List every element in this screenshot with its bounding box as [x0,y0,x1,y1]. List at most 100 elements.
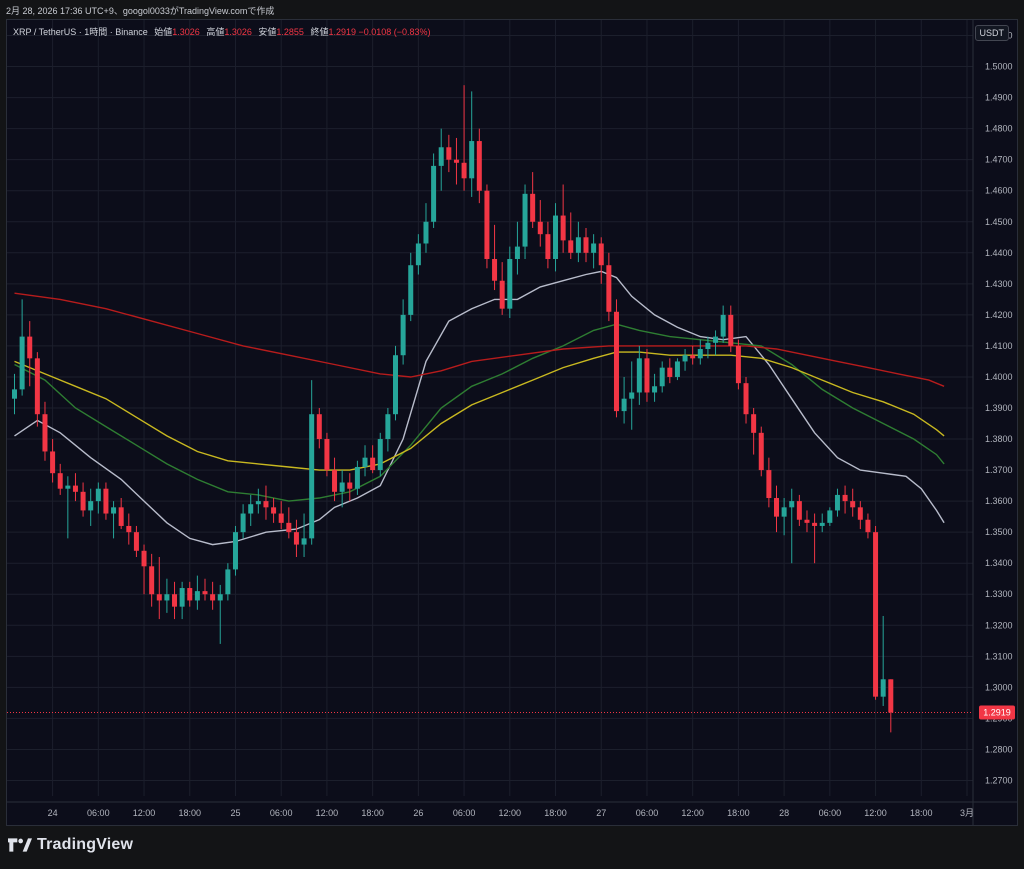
candle [522,184,528,260]
candle-body [286,522,292,533]
candle-body [453,159,459,163]
candle-body [202,591,208,595]
close-label: 終値 [310,27,329,37]
candle-body [255,501,261,505]
symbol-info[interactable]: XRP / TetherUS · 1時間 · Binance [13,27,148,37]
chart-background [7,20,1017,825]
chart-frame[interactable]: 1.27001.28001.29001.30001.31001.32001.33… [6,19,1018,826]
candle [560,184,566,253]
candle [514,221,520,275]
candle-body [339,482,345,492]
candle-body [385,414,391,440]
candle-body [309,414,315,539]
candle [644,349,650,402]
candle-body [42,414,48,452]
candle-body [324,439,330,471]
candle-body [735,345,741,384]
candle [507,246,513,318]
candle-body [705,342,711,350]
candle [812,513,818,564]
price-tick-label: 1.3000 [985,682,1013,692]
price-tick-label: 1.4600 [985,186,1013,196]
candle-body [172,594,178,607]
candle-body [857,507,863,520]
candle-body [537,221,543,235]
candle [194,575,200,610]
candle-body [667,367,673,377]
candle [240,504,246,539]
candle [393,345,398,421]
candle-body [507,259,513,309]
candle [827,507,833,526]
candle-body [469,141,475,179]
candle [453,137,459,185]
candle-body [476,141,482,191]
candle [286,507,292,539]
candle-body [720,314,726,337]
time-tick-label: 18:00 [361,808,384,818]
candle-body [438,147,444,166]
candle [111,501,117,539]
candle [133,525,139,557]
candlestick-chart[interactable]: 1.27001.28001.29001.30001.31001.32001.33… [7,20,1017,825]
currency-button[interactable]: USDT [974,25,1009,41]
candle-body [179,588,185,607]
candle-body [400,314,406,356]
price-tick-label: 1.4100 [985,341,1013,351]
candle-body [118,507,124,526]
candle-body [225,569,231,595]
candle [713,330,719,356]
time-tick-label: 12:00 [133,808,156,818]
candle-body [743,383,749,415]
candle [728,305,734,353]
candle [819,513,825,533]
candle [674,358,680,381]
candle-body [149,566,155,595]
candle [652,373,658,402]
candle-body [697,349,703,359]
candle-body [819,522,825,526]
candle [95,482,101,514]
change-value: −0.0108 (−0.83%) [358,27,431,37]
candle-body [522,193,528,247]
candle-body [278,513,284,523]
price-tick-label: 1.5000 [985,62,1013,72]
candle [415,234,421,275]
candle [705,336,711,359]
last-price-tag [979,705,1015,720]
candle-body [370,457,376,471]
candle-body [888,679,894,713]
candle-body [812,522,818,526]
candle-body [332,470,338,492]
candle [316,408,322,449]
candle [880,615,886,706]
candle-body [19,336,25,390]
price-tick-label: 1.4400 [985,248,1013,258]
candle-body [423,221,429,244]
symbol-legend: XRP / TetherUS · 1時間 · Binance 始値1.3026 … [13,25,431,38]
candle [423,203,429,253]
candle [659,361,665,393]
candle-body [95,488,101,502]
last-price-label: 1.2919 [983,708,1011,718]
candle [103,482,109,520]
candle [34,352,40,427]
candle [583,227,589,263]
candle-body [591,243,597,253]
candle-body [362,457,368,467]
candle-body [210,594,216,601]
tradingview-logo[interactable]: TradingView [8,836,133,854]
candle-body [446,147,452,160]
price-tick-label: 1.3700 [985,465,1013,475]
candle [385,408,391,452]
candle-body [629,392,635,399]
candle-body [50,451,56,474]
candle [690,345,696,365]
candle [789,488,795,564]
candle-body [865,519,871,533]
price-tick-label: 1.3600 [985,496,1013,506]
candle [888,679,894,733]
candle-body [88,501,94,511]
candle [263,485,269,520]
candle-body [316,414,322,440]
